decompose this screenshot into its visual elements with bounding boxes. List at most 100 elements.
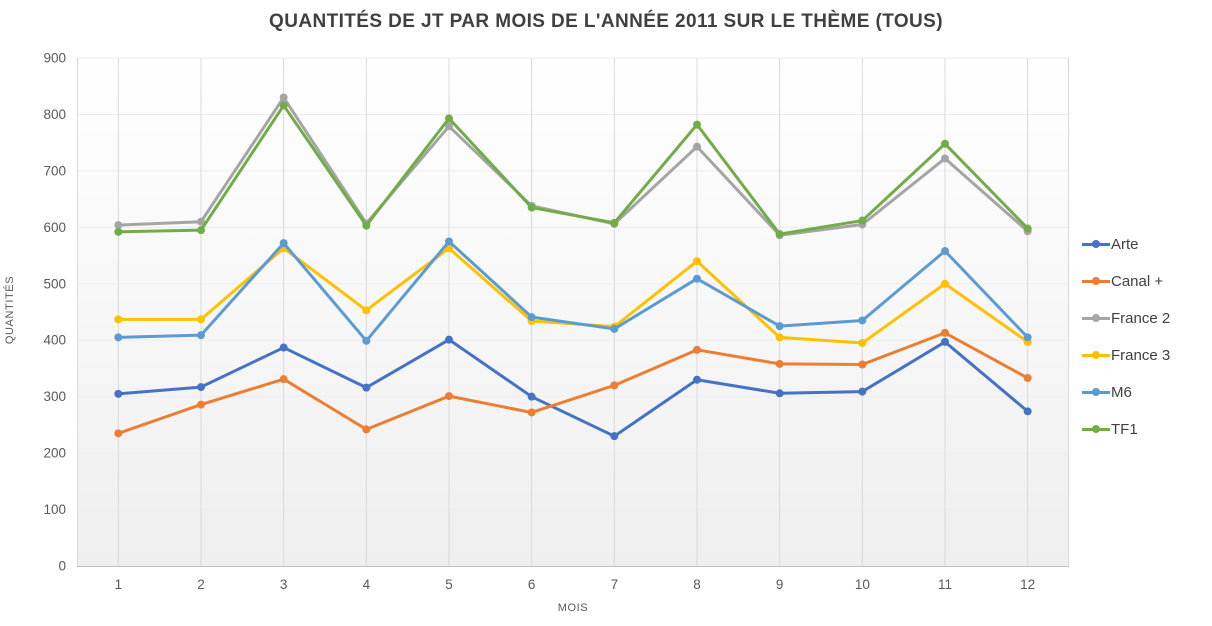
data-point-m6 bbox=[941, 247, 949, 256]
data-point-canal bbox=[775, 359, 784, 368]
legend-label: Arte bbox=[1111, 235, 1139, 253]
x-tick-label: 10 bbox=[855, 577, 870, 592]
y-tick-label: 600 bbox=[43, 220, 66, 235]
x-tick-label: 2 bbox=[197, 577, 205, 592]
data-point-canal bbox=[610, 381, 619, 390]
legend-label: TF1 bbox=[1111, 420, 1138, 438]
data-point-arte bbox=[1023, 407, 1032, 416]
data-point-france-2 bbox=[693, 142, 701, 151]
data-point-france-3 bbox=[941, 279, 949, 288]
data-point-m6 bbox=[362, 336, 371, 345]
data-point-canal bbox=[279, 375, 288, 384]
data-point-tf1 bbox=[858, 216, 867, 225]
data-point-canal bbox=[362, 425, 371, 434]
data-point-france-3 bbox=[693, 257, 701, 266]
data-point-france-2 bbox=[114, 221, 123, 230]
legend-item-m6: M6 bbox=[1082, 380, 1170, 404]
series-line-tf1 bbox=[116, 103, 1030, 236]
y-tick-label: 100 bbox=[43, 502, 66, 517]
data-point-canal bbox=[527, 408, 536, 417]
data-point-canal bbox=[693, 345, 701, 354]
data-point-m6 bbox=[445, 237, 453, 246]
series-line-m6 bbox=[116, 239, 1030, 343]
data-point-tf1 bbox=[445, 114, 453, 123]
legend-item-tf1: TF1 bbox=[1082, 417, 1170, 441]
x-tick-label: 11 bbox=[938, 577, 952, 592]
data-point-france-2 bbox=[279, 93, 288, 102]
y-tick-label: 500 bbox=[43, 276, 66, 291]
legend-item-arte: Arte bbox=[1082, 232, 1170, 256]
data-point-arte bbox=[279, 343, 288, 352]
legend-marker-arte bbox=[1082, 240, 1110, 248]
y-tick-label: 200 bbox=[43, 446, 66, 461]
data-point-arte bbox=[775, 389, 784, 398]
data-point-france-3 bbox=[197, 315, 205, 324]
data-point-m6 bbox=[114, 333, 123, 342]
legend-marker-france-3 bbox=[1082, 351, 1110, 359]
data-point-tf1 bbox=[610, 218, 619, 227]
x-tick-label: 7 bbox=[611, 577, 619, 592]
legend-item-france-3: France 3 bbox=[1082, 343, 1170, 367]
legend-label: France 3 bbox=[1111, 346, 1171, 364]
data-point-tf1 bbox=[279, 101, 288, 110]
data-point-canal bbox=[114, 429, 123, 438]
legend-label: France 2 bbox=[1111, 309, 1171, 327]
plot-background bbox=[77, 58, 1069, 566]
series-line-arte bbox=[116, 338, 1030, 438]
x-tick-label: 6 bbox=[528, 577, 536, 592]
y-tick-label: 0 bbox=[58, 559, 66, 574]
x-tick-label: 5 bbox=[445, 577, 453, 592]
data-point-tf1 bbox=[197, 226, 205, 235]
legend-marker-tf1 bbox=[1082, 425, 1110, 433]
data-point-arte bbox=[527, 392, 536, 401]
legend-marker-m6 bbox=[1082, 388, 1110, 396]
data-point-tf1 bbox=[693, 120, 701, 129]
data-point-arte bbox=[114, 389, 123, 398]
data-point-france-2 bbox=[197, 217, 205, 226]
data-point-arte bbox=[941, 337, 949, 346]
legend-label: Canal + bbox=[1111, 272, 1164, 290]
data-point-france-2 bbox=[445, 122, 453, 131]
y-tick-label: 900 bbox=[43, 51, 66, 66]
data-point-tf1 bbox=[362, 221, 371, 230]
data-point-m6 bbox=[279, 239, 288, 248]
data-point-arte bbox=[858, 387, 867, 396]
data-point-m6 bbox=[1023, 333, 1032, 342]
x-tick-label: 9 bbox=[776, 577, 784, 592]
data-point-arte bbox=[445, 335, 453, 344]
y-tick-label: 800 bbox=[43, 107, 66, 122]
chart-title: QUANTITÉS DE JT PAR MOIS DE L'ANNÉE 2011… bbox=[269, 11, 943, 32]
data-point-france-3 bbox=[362, 306, 371, 315]
data-point-m6 bbox=[858, 316, 867, 325]
data-point-tf1 bbox=[114, 227, 123, 236]
x-tick-label: 8 bbox=[693, 577, 701, 592]
legend: Arte Canal + France 2 France 3 M6 TF1 bbox=[1082, 232, 1170, 441]
data-point-france-3 bbox=[858, 339, 867, 348]
series-line-canal bbox=[116, 331, 1030, 435]
x-tick-label: 12 bbox=[1020, 577, 1035, 592]
legend-item-canal-plus: Canal + bbox=[1082, 269, 1170, 293]
legend-marker-canal-plus bbox=[1082, 277, 1110, 285]
data-point-france-2 bbox=[941, 154, 949, 163]
data-point-m6 bbox=[197, 331, 205, 340]
data-point-arte bbox=[362, 383, 371, 392]
data-point-arte bbox=[693, 375, 701, 384]
data-point-canal bbox=[941, 328, 949, 337]
data-point-tf1 bbox=[527, 203, 536, 212]
legend-label: M6 bbox=[1111, 383, 1132, 401]
x-tick-label: 4 bbox=[363, 577, 371, 592]
data-point-canal bbox=[445, 392, 453, 401]
data-point-m6 bbox=[775, 322, 784, 331]
x-tick-label: 3 bbox=[280, 577, 288, 592]
data-point-canal bbox=[197, 400, 205, 409]
data-point-arte bbox=[610, 432, 619, 441]
data-point-tf1 bbox=[941, 139, 949, 148]
x-tick-label: 1 bbox=[115, 577, 123, 592]
y-tick-label: 300 bbox=[43, 389, 66, 404]
data-point-m6 bbox=[693, 274, 701, 283]
data-point-canal bbox=[858, 360, 867, 369]
y-tick-label: 700 bbox=[43, 163, 66, 178]
data-point-arte bbox=[197, 383, 205, 392]
